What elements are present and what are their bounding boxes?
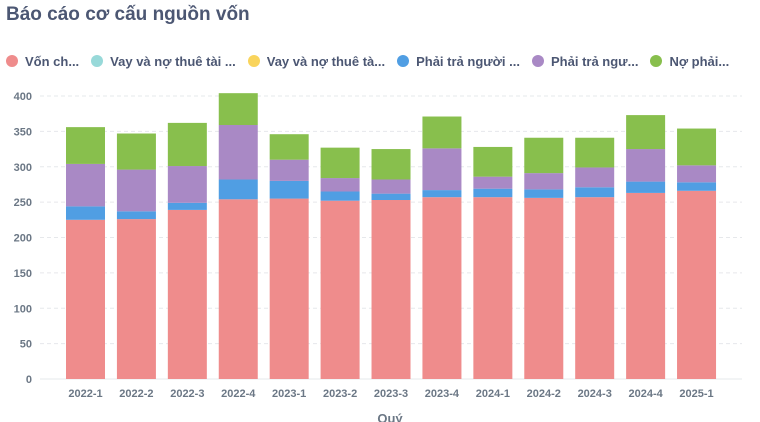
- x-tick-label: 2022-3: [170, 388, 204, 400]
- bar-segment[interactable]: [167, 202, 207, 210]
- legend-item-4[interactable]: Phải trả ngư...: [532, 54, 638, 69]
- x-tick-label: 2023-3: [374, 388, 408, 400]
- bar-segment[interactable]: [371, 193, 411, 201]
- bar-segment[interactable]: [371, 149, 411, 180]
- bar-segment[interactable]: [269, 180, 309, 199]
- legend-dot-icon: [650, 55, 663, 67]
- bar-segment[interactable]: [677, 128, 717, 166]
- x-axis-title: Quý: [377, 411, 403, 422]
- x-tick-label: 2024-4: [628, 388, 663, 400]
- bar-segment[interactable]: [116, 169, 156, 212]
- x-tick-label: 2025-1: [679, 388, 713, 400]
- bar-segment[interactable]: [116, 133, 156, 170]
- bar-segment[interactable]: [473, 188, 513, 198]
- bar-segment[interactable]: [269, 198, 309, 379]
- bar-segment[interactable]: [524, 137, 564, 174]
- bar-segment[interactable]: [269, 159, 309, 181]
- chart-legend: Vốn ch... Vay và nợ thuê tài ... Vay và nợ…: [6, 52, 756, 70]
- bar-segment[interactable]: [575, 197, 615, 379]
- bar-segment[interactable]: [473, 176, 513, 189]
- bar-segment[interactable]: [66, 219, 105, 379]
- bar-segment[interactable]: [473, 197, 513, 379]
- x-tick-label: 2024-2: [527, 388, 561, 400]
- y-tick-label: 0: [26, 374, 32, 386]
- x-tick-label: 2024-1: [476, 388, 510, 400]
- bar-segment[interactable]: [524, 197, 564, 379]
- bar-segment[interactable]: [269, 134, 309, 160]
- x-tick-label: 2023-2: [323, 388, 357, 400]
- x-tick-label: 2023-4: [425, 388, 460, 400]
- bar-segment[interactable]: [371, 200, 411, 379]
- legend-dot-icon: [532, 55, 544, 67]
- y-tick-label: 250: [14, 197, 32, 209]
- bar-segment[interactable]: [677, 165, 717, 183]
- legend-item-2[interactable]: Vay và nợ thuê tà...: [247, 54, 385, 69]
- x-tick-label: 2024-3: [578, 388, 612, 400]
- legend-item-0[interactable]: Vốn ch...: [6, 54, 79, 69]
- bar-segment[interactable]: [167, 166, 207, 203]
- bar-segment[interactable]: [473, 146, 513, 177]
- x-tick-label: 2023-1: [272, 388, 306, 400]
- page-title: Báo cáo cơ cấu nguồn vốn: [6, 4, 250, 25]
- bar-segment[interactable]: [626, 192, 666, 379]
- bar-segment[interactable]: [575, 137, 615, 168]
- bar-segment[interactable]: [167, 209, 207, 379]
- bar-segment[interactable]: [320, 178, 360, 192]
- bar-segment[interactable]: [422, 197, 462, 379]
- legend-dot-icon: [397, 55, 410, 67]
- bar-segment[interactable]: [677, 190, 717, 379]
- bar-segment[interactable]: [626, 181, 666, 193]
- bar-segment[interactable]: [575, 167, 615, 188]
- bar-segment[interactable]: [422, 116, 462, 149]
- x-tick-label: 2022-4: [221, 388, 256, 400]
- bar-segment[interactable]: [371, 179, 411, 194]
- bar-segment[interactable]: [66, 206, 105, 220]
- bar-segment[interactable]: [167, 122, 207, 167]
- y-tick-label: 200: [14, 233, 32, 245]
- bar-segment[interactable]: [320, 147, 360, 179]
- y-tick-label: 300: [14, 162, 32, 174]
- bar-segment[interactable]: [218, 125, 258, 180]
- bar-segment[interactable]: [626, 149, 666, 182]
- y-tick-label: 400: [14, 91, 32, 103]
- bar-segment[interactable]: [66, 127, 105, 164]
- legend-dot-icon: [91, 55, 104, 67]
- y-tick-label: 100: [14, 303, 32, 315]
- bar-segment[interactable]: [320, 200, 360, 379]
- y-tick-label: 350: [14, 126, 32, 138]
- legend-dot-icon: [247, 55, 260, 67]
- bar-segment[interactable]: [575, 187, 615, 198]
- legend-dot-icon: [6, 55, 18, 67]
- bar-segment[interactable]: [677, 182, 717, 191]
- x-tick-label: 2022-2: [119, 388, 153, 400]
- bar-segment[interactable]: [218, 93, 258, 126]
- bar-segment[interactable]: [524, 189, 564, 198]
- bar-segment[interactable]: [524, 173, 564, 190]
- bar-segment[interactable]: [218, 179, 258, 200]
- bar-segment[interactable]: [116, 211, 156, 220]
- bar-segment[interactable]: [66, 163, 105, 207]
- bar-segment[interactable]: [626, 115, 666, 150]
- x-tick-label: 2022-1: [68, 388, 102, 400]
- legend-item-1[interactable]: Vay và nợ thuê tài ...: [91, 54, 236, 69]
- bar-segment[interactable]: [320, 191, 360, 201]
- legend-item-5[interactable]: Nợ phải...: [650, 54, 729, 69]
- y-tick-label: 50: [20, 339, 32, 351]
- legend-item-3[interactable]: Phải trả người ...: [397, 54, 520, 69]
- y-tick-label: 150: [14, 268, 32, 280]
- bar-segment[interactable]: [422, 190, 462, 198]
- bar-segment[interactable]: [218, 199, 258, 379]
- bar-segment[interactable]: [116, 219, 156, 379]
- bar-segment[interactable]: [422, 148, 462, 191]
